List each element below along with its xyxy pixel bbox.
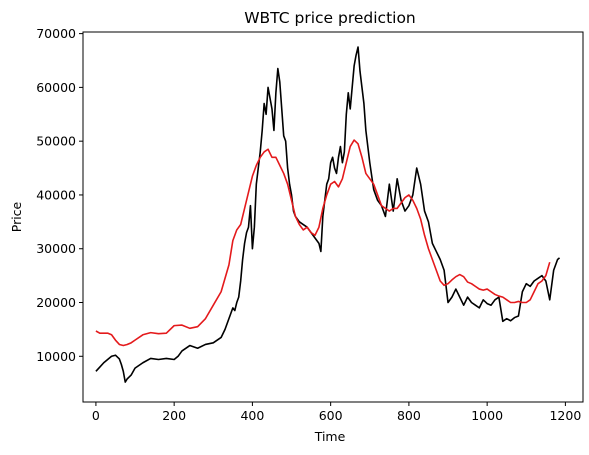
y-axis-label: Price <box>9 201 24 232</box>
y-tick-label: 50000 <box>36 134 76 149</box>
x-axis-ticks: 0 200 400 600 800 1000 1200 <box>92 402 581 423</box>
y-tick-label: 70000 <box>36 26 76 41</box>
x-tick-label: 1200 <box>549 408 581 423</box>
x-tick-label: 0 <box>92 408 100 423</box>
series-layer <box>95 46 561 383</box>
y-tick-label: 40000 <box>36 187 76 202</box>
actual-price-line <box>95 46 561 383</box>
y-axis-ticks: 10000 20000 30000 40000 50000 60000 70000 <box>36 26 83 364</box>
y-tick-label: 60000 <box>36 80 76 95</box>
axes-frame <box>82 31 584 403</box>
x-tick-label: 200 <box>162 408 186 423</box>
x-tick-label: 800 <box>397 408 421 423</box>
y-tick-label: 30000 <box>36 241 76 256</box>
predicted-price-line <box>95 139 551 347</box>
chart-title: WBTC price prediction <box>244 9 416 27</box>
x-axis-label: Time <box>314 429 346 444</box>
x-tick-label: 400 <box>240 408 264 423</box>
x-tick-label: 600 <box>319 408 343 423</box>
y-tick-label: 10000 <box>36 349 76 364</box>
y-tick-label: 20000 <box>36 295 76 310</box>
x-tick-label: 1000 <box>471 408 503 423</box>
